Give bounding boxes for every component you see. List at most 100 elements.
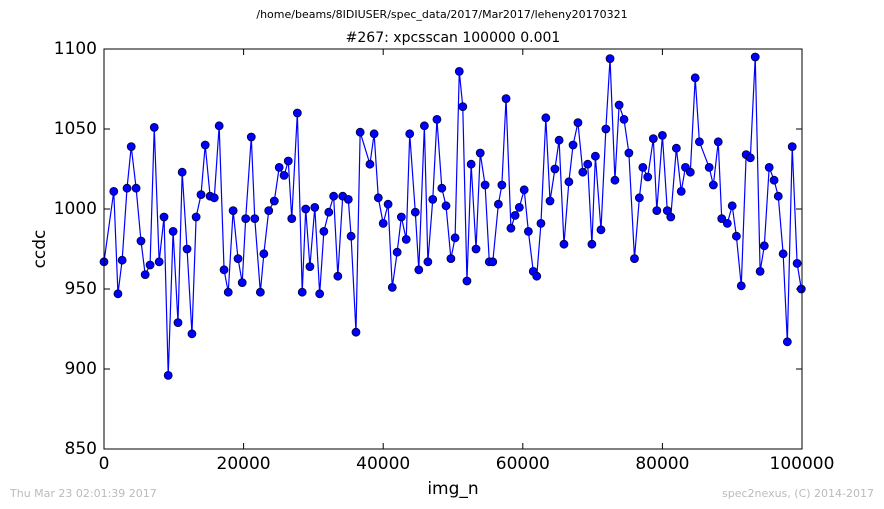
data-point xyxy=(387,282,397,292)
data-point xyxy=(250,214,260,224)
data-point xyxy=(319,226,329,236)
data-point xyxy=(462,276,472,286)
data-point xyxy=(713,137,723,147)
data-point xyxy=(568,140,578,150)
data-point xyxy=(590,151,600,161)
data-point xyxy=(428,194,438,204)
data-point xyxy=(292,108,302,118)
data-point xyxy=(559,239,569,249)
data-point xyxy=(541,113,551,123)
data-point xyxy=(583,159,593,169)
data-point xyxy=(778,249,788,259)
data-point xyxy=(131,183,141,193)
data-point xyxy=(666,212,676,222)
data-point xyxy=(241,214,251,224)
x-tick-label: 0 xyxy=(99,454,110,474)
data-point xyxy=(255,287,265,297)
data-point xyxy=(168,226,178,236)
y-tick-label: 900 xyxy=(65,359,97,379)
data-point xyxy=(510,210,520,220)
data-point xyxy=(437,183,447,193)
data-point xyxy=(177,167,187,177)
data-point xyxy=(259,249,269,259)
data-point xyxy=(690,73,700,83)
data-point xyxy=(624,148,634,158)
y-tick-label: 850 xyxy=(65,439,97,459)
y-tick-label: 1000 xyxy=(54,199,97,219)
data-point xyxy=(488,257,498,267)
data-point xyxy=(315,289,325,299)
data-point xyxy=(750,52,760,62)
chart-title: #267: xpcsscan 100000 0.001 xyxy=(346,30,561,46)
y-tick-label: 1050 xyxy=(54,119,97,139)
data-point xyxy=(369,129,379,139)
data-point xyxy=(287,214,297,224)
data-point xyxy=(365,159,375,169)
data-point xyxy=(269,196,279,206)
data-point xyxy=(149,123,159,132)
data-point xyxy=(475,148,485,158)
data-point xyxy=(233,254,243,264)
data-point xyxy=(246,132,256,142)
data-point xyxy=(745,153,755,163)
data-point xyxy=(343,194,353,204)
data-point xyxy=(333,271,343,281)
data-point xyxy=(497,180,507,190)
footer-timestamp: Thu Mar 23 02:01:39 2017 xyxy=(9,487,157,500)
data-point xyxy=(378,218,388,228)
data-point xyxy=(671,143,681,153)
data-point xyxy=(346,231,356,241)
data-point xyxy=(423,257,433,267)
data-point xyxy=(117,255,127,265)
data-point xyxy=(159,212,169,222)
data-point xyxy=(634,193,644,203)
x-tick-label: 80000 xyxy=(635,454,689,474)
data-point xyxy=(432,115,442,124)
data-point xyxy=(458,102,468,111)
data-point xyxy=(228,206,238,216)
data-point xyxy=(310,202,320,212)
data-point xyxy=(755,266,765,276)
data-point xyxy=(283,156,293,166)
data-point xyxy=(652,206,662,216)
data-point xyxy=(514,202,524,212)
data-point xyxy=(200,140,210,150)
data-point xyxy=(145,260,155,270)
data-point xyxy=(214,121,224,131)
data-point xyxy=(173,318,183,328)
data-point xyxy=(301,204,311,214)
data-point xyxy=(401,234,411,244)
data-point xyxy=(274,162,284,172)
data-point xyxy=(550,164,560,174)
data-point xyxy=(658,130,667,140)
data-point xyxy=(648,134,658,144)
data-point xyxy=(219,265,229,275)
data-point xyxy=(140,270,150,280)
data-point xyxy=(759,241,769,251)
data-point xyxy=(727,201,737,211)
data-point xyxy=(638,162,648,172)
footer-credit: spec2nexus, (C) 2014-2017 xyxy=(722,487,874,500)
data-point xyxy=(297,287,307,297)
x-tick-label: 100000 xyxy=(770,454,835,474)
data-point xyxy=(501,94,511,103)
suptitle: /home/beams/8IDIUSER/spec_data/2017/Mar2… xyxy=(256,8,627,21)
data-point xyxy=(731,231,741,241)
data-point xyxy=(305,262,315,272)
data-point xyxy=(601,124,611,134)
data-point xyxy=(764,162,774,172)
data-point xyxy=(493,199,503,209)
x-tick-label: 40000 xyxy=(356,454,410,474)
data-point xyxy=(182,244,192,254)
data-point xyxy=(545,196,555,206)
data-point xyxy=(351,327,361,337)
data-point xyxy=(578,167,588,177)
data-point xyxy=(554,135,564,145)
data-point xyxy=(676,186,686,196)
data-point xyxy=(782,337,792,347)
data-point xyxy=(329,191,339,201)
data-point xyxy=(717,214,727,224)
data-point xyxy=(564,177,574,187)
data-point xyxy=(324,207,334,217)
